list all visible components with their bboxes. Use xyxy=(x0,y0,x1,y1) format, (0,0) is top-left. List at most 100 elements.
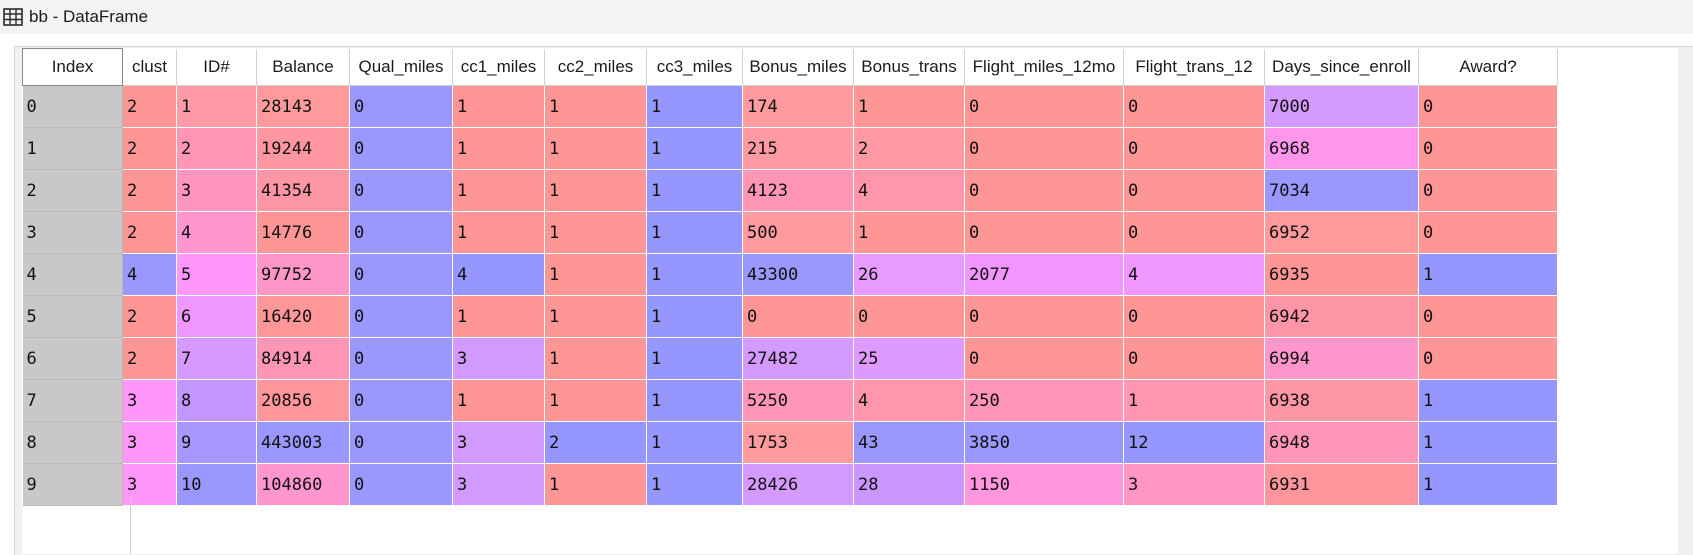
data-cell[interactable]: 0 xyxy=(1123,337,1265,380)
data-cell[interactable]: 0 xyxy=(349,295,453,338)
data-cell[interactable]: 1 xyxy=(544,253,647,296)
data-cell[interactable]: 3 xyxy=(122,379,177,422)
data-cell[interactable]: 4123 xyxy=(742,169,854,212)
row-index-cell[interactable]: 5 xyxy=(22,295,123,338)
data-cell[interactable]: 3 xyxy=(1123,463,1265,506)
column-header[interactable]: Balance xyxy=(256,48,350,86)
column-header[interactable]: Days_since_enroll xyxy=(1264,48,1419,86)
data-cell[interactable]: 1 xyxy=(544,211,647,254)
data-cell[interactable]: 0 xyxy=(964,211,1124,254)
data-cell[interactable]: 1 xyxy=(544,127,647,170)
data-cell[interactable]: 8 xyxy=(176,379,257,422)
index-header[interactable]: Index xyxy=(22,48,123,86)
data-cell[interactable]: 7 xyxy=(176,337,257,380)
data-cell[interactable]: 0 xyxy=(1418,295,1558,338)
data-cell[interactable]: 1 xyxy=(646,211,743,254)
data-cell[interactable]: 3 xyxy=(452,337,545,380)
data-cell[interactable]: 4 xyxy=(122,253,177,296)
data-cell[interactable]: 0 xyxy=(1123,169,1265,212)
data-cell[interactable]: 12 xyxy=(1123,421,1265,464)
data-cell[interactable]: 19244 xyxy=(256,127,350,170)
data-cell[interactable]: 6952 xyxy=(1264,211,1419,254)
data-cell[interactable]: 1 xyxy=(452,85,545,128)
data-cell[interactable]: 2 xyxy=(122,295,177,338)
row-index-cell[interactable]: 3 xyxy=(22,211,123,254)
data-cell[interactable]: 0 xyxy=(1418,169,1558,212)
table-row[interactable]: 9 3 10 104860 0 3 1 1 28426 28 1150 3 6931 1 xyxy=(22,463,1558,506)
column-header[interactable]: Qual_miles xyxy=(349,48,453,86)
data-cell[interactable]: 27482 xyxy=(742,337,854,380)
data-cell[interactable]: 174 xyxy=(742,85,854,128)
data-cell[interactable]: 6942 xyxy=(1264,295,1419,338)
column-header[interactable]: ID# xyxy=(176,48,257,86)
data-cell[interactable]: 1 xyxy=(646,127,743,170)
data-cell[interactable]: 6935 xyxy=(1264,253,1419,296)
data-cell[interactable]: 1 xyxy=(1418,379,1558,422)
data-cell[interactable]: 6931 xyxy=(1264,463,1419,506)
data-cell[interactable]: 1 xyxy=(1123,379,1265,422)
data-cell[interactable]: 1 xyxy=(544,85,647,128)
column-header[interactable]: cc2_miles xyxy=(544,48,647,86)
data-cell[interactable]: 1 xyxy=(646,169,743,212)
data-cell[interactable]: 1 xyxy=(646,253,743,296)
data-cell[interactable]: 0 xyxy=(1418,127,1558,170)
data-cell[interactable]: 5250 xyxy=(742,379,854,422)
data-cell[interactable]: 0 xyxy=(1123,127,1265,170)
data-cell[interactable]: 1 xyxy=(853,85,965,128)
data-cell[interactable]: 43300 xyxy=(742,253,854,296)
data-cell[interactable]: 0 xyxy=(1418,211,1558,254)
data-cell[interactable]: 26 xyxy=(853,253,965,296)
row-index-cell[interactable]: 4 xyxy=(22,253,123,296)
data-cell[interactable]: 1150 xyxy=(964,463,1124,506)
data-cell[interactable]: 4 xyxy=(452,253,545,296)
data-cell[interactable]: 1 xyxy=(646,85,743,128)
column-header[interactable]: Award? xyxy=(1418,48,1558,86)
dataframe-grid[interactable]: Index clust ID# Balance Qual_miles cc1_miles… xyxy=(22,48,1678,554)
data-cell[interactable]: 7034 xyxy=(1264,169,1419,212)
data-cell[interactable]: 1 xyxy=(646,295,743,338)
data-cell[interactable]: 1 xyxy=(1418,421,1558,464)
data-cell[interactable]: 1 xyxy=(646,421,743,464)
data-cell[interactable]: 2077 xyxy=(964,253,1124,296)
data-cell[interactable]: 3 xyxy=(452,463,545,506)
column-header[interactable]: Flight_trans_12 xyxy=(1123,48,1265,86)
data-cell[interactable]: 0 xyxy=(964,85,1124,128)
data-cell[interactable]: 1 xyxy=(544,463,647,506)
data-cell[interactable]: 0 xyxy=(853,295,965,338)
data-cell[interactable]: 0 xyxy=(349,379,453,422)
data-cell[interactable]: 0 xyxy=(1123,211,1265,254)
data-cell[interactable]: 443003 xyxy=(256,421,350,464)
data-cell[interactable]: 4 xyxy=(853,379,965,422)
data-cell[interactable]: 1 xyxy=(544,295,647,338)
data-cell[interactable]: 3 xyxy=(452,421,545,464)
data-cell[interactable]: 1 xyxy=(452,295,545,338)
data-cell[interactable]: 0 xyxy=(349,211,453,254)
data-cell[interactable]: 0 xyxy=(742,295,854,338)
data-cell[interactable]: 250 xyxy=(964,379,1124,422)
table-row[interactable]: 5 2 6 16420 0 1 1 1 0 0 0 0 6942 0 xyxy=(22,295,1558,338)
table-row[interactable]: 6 2 7 84914 0 3 1 1 27482 25 0 0 6994 0 xyxy=(22,337,1558,380)
data-cell[interactable]: 0 xyxy=(349,85,453,128)
data-cell[interactable]: 1 xyxy=(853,211,965,254)
data-cell[interactable]: 6948 xyxy=(1264,421,1419,464)
data-cell[interactable]: 2 xyxy=(122,127,177,170)
data-cell[interactable]: 0 xyxy=(964,295,1124,338)
data-cell[interactable]: 1 xyxy=(452,169,545,212)
data-cell[interactable]: 0 xyxy=(964,127,1124,170)
row-index-cell[interactable]: 1 xyxy=(22,127,123,170)
data-cell[interactable]: 6968 xyxy=(1264,127,1419,170)
data-cell[interactable]: 1 xyxy=(544,379,647,422)
column-header[interactable]: Bonus_miles xyxy=(742,48,854,86)
data-cell[interactable]: 41354 xyxy=(256,169,350,212)
table-row[interactable]: 1 2 2 19244 0 1 1 1 215 2 0 0 6968 0 xyxy=(22,127,1558,170)
data-cell[interactable]: 3850 xyxy=(964,421,1124,464)
data-cell[interactable]: 4 xyxy=(176,211,257,254)
data-cell[interactable]: 3 xyxy=(122,463,177,506)
data-cell[interactable]: 6938 xyxy=(1264,379,1419,422)
table-row[interactable]: 4 4 5 97752 0 4 1 1 43300 26 2077 4 6935 1 xyxy=(22,253,1558,296)
data-cell[interactable]: 1 xyxy=(452,211,545,254)
data-cell[interactable]: 3 xyxy=(176,169,257,212)
data-cell[interactable]: 0 xyxy=(349,421,453,464)
data-cell[interactable]: 2 xyxy=(122,211,177,254)
table-row[interactable]: 2 2 3 41354 0 1 1 1 4123 4 0 0 7034 0 xyxy=(22,169,1558,212)
